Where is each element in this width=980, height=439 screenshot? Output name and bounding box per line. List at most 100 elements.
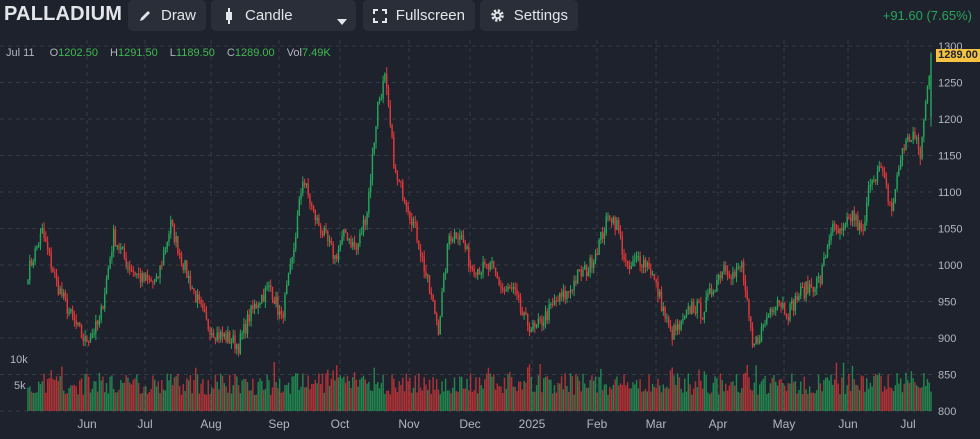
candle-body — [227, 331, 229, 342]
candle-body — [262, 294, 265, 302]
candle-body — [293, 248, 295, 258]
volume-bar — [866, 378, 868, 411]
candle-body — [259, 302, 261, 306]
volume-bar — [666, 386, 668, 411]
candle-body — [435, 314, 438, 322]
volume-bar — [596, 392, 598, 411]
volume-bar — [287, 382, 290, 411]
volume-bar — [419, 387, 422, 411]
candle-body — [899, 160, 902, 169]
candle-body — [543, 322, 545, 326]
time-tick-label: Oct — [331, 417, 350, 431]
chevron-down-icon — [337, 12, 347, 29]
volume-bar — [430, 393, 433, 411]
fullscreen-button[interactable]: Fullscreen — [363, 0, 475, 31]
volume-bar — [87, 376, 90, 411]
candle-body — [300, 193, 302, 200]
candle-body — [580, 269, 582, 277]
candle-body — [112, 229, 115, 252]
candle-body — [257, 305, 259, 308]
volume-bar — [384, 393, 386, 411]
volume-bar — [803, 376, 806, 411]
candle-body — [93, 333, 95, 335]
volume-bar — [346, 375, 349, 411]
candle-body — [539, 318, 541, 320]
candle-body — [425, 271, 427, 277]
candle-body — [507, 286, 509, 290]
candle-body — [132, 270, 135, 272]
candle-body — [789, 304, 791, 321]
candle-body — [910, 139, 913, 142]
volume-bar — [32, 392, 35, 411]
candle-body — [576, 269, 579, 284]
candle-body — [598, 240, 600, 256]
open-value: 1202.50 — [58, 47, 98, 59]
candle-body — [316, 217, 318, 221]
volume-bar — [248, 390, 251, 411]
candle-body — [744, 280, 747, 292]
candle-body — [684, 316, 686, 319]
volume-bar — [687, 373, 690, 411]
volume-bar — [576, 376, 579, 411]
volume-bar — [735, 374, 738, 411]
candle-body — [323, 228, 325, 236]
candle-body — [864, 221, 866, 231]
volume-bar — [312, 384, 315, 411]
volume-bar — [232, 385, 234, 411]
volume-bar — [594, 376, 597, 411]
time-tick-label: 2025 — [519, 417, 546, 431]
candle-body — [701, 318, 704, 320]
volume-bar — [214, 374, 217, 411]
candle-body — [237, 344, 240, 354]
volume-bar — [268, 380, 270, 411]
volume-bar — [560, 376, 563, 411]
candle-body — [560, 293, 563, 297]
candle-body — [653, 274, 656, 280]
volume-bar — [680, 388, 682, 411]
candle-body — [161, 265, 163, 267]
candle-body — [102, 306, 104, 309]
candle-body — [75, 320, 77, 325]
candle-body — [343, 229, 345, 237]
volume-bar — [257, 381, 259, 411]
candle-body — [269, 285, 272, 287]
volume-bar — [236, 376, 238, 411]
volume-bar — [844, 393, 847, 411]
volume-bar — [767, 392, 770, 411]
volume-bar — [787, 383, 789, 411]
volume-bar — [516, 391, 518, 411]
settings-button[interactable]: Settings — [480, 0, 578, 31]
volume-bar — [114, 392, 117, 411]
volume-bar — [737, 391, 739, 411]
draw-button[interactable]: Draw — [128, 0, 206, 31]
volume-bar — [819, 383, 822, 411]
volume-bar — [748, 377, 750, 411]
chart-type-dropdown[interactable]: Candle — [211, 0, 356, 31]
candle-body — [801, 286, 804, 288]
volume-bar — [760, 381, 763, 411]
candle-body — [398, 179, 400, 182]
candle-body — [203, 308, 206, 313]
volume-bar — [551, 393, 554, 411]
price-tick-label: 850 — [938, 370, 956, 382]
candle-body — [95, 320, 97, 334]
candle-body — [887, 185, 889, 202]
volume-bar — [289, 393, 292, 411]
candle-body — [673, 325, 675, 340]
volume-bar — [259, 378, 261, 411]
candle-body — [675, 325, 677, 331]
volume-bar — [559, 383, 561, 411]
candle-body — [303, 181, 306, 186]
volume-bar — [189, 375, 192, 411]
candle-body — [368, 191, 370, 214]
candle-body — [84, 336, 86, 342]
candle-body — [439, 316, 441, 335]
candle-body — [446, 244, 449, 272]
candle-body — [680, 321, 682, 330]
volume-bar — [493, 374, 495, 411]
candle-body — [180, 253, 183, 264]
volume-bar — [659, 385, 661, 411]
candle-body — [876, 171, 879, 182]
candle-body — [800, 286, 802, 296]
